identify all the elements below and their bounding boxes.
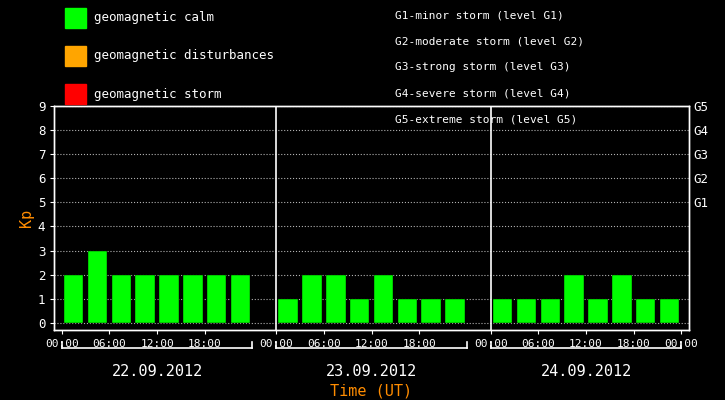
Bar: [231, 275, 250, 323]
Bar: [541, 299, 560, 323]
Bar: [64, 275, 83, 323]
Text: G3-strong storm (level G3): G3-strong storm (level G3): [395, 62, 571, 72]
Bar: [564, 275, 584, 323]
Text: Time (UT): Time (UT): [331, 383, 413, 398]
Y-axis label: Kp: Kp: [19, 209, 33, 227]
Bar: [350, 299, 370, 323]
Text: geomagnetic disturbances: geomagnetic disturbances: [94, 50, 274, 62]
Text: geomagnetic storm: geomagnetic storm: [94, 88, 222, 100]
Text: G5-extreme storm (level G5): G5-extreme storm (level G5): [395, 114, 577, 124]
Text: 24.09.2012: 24.09.2012: [540, 364, 631, 379]
Bar: [660, 299, 679, 323]
Text: geomagnetic calm: geomagnetic calm: [94, 12, 215, 24]
Bar: [112, 275, 131, 323]
Bar: [278, 299, 298, 323]
Bar: [517, 299, 536, 323]
Bar: [612, 275, 631, 323]
Text: G1-minor storm (level G1): G1-minor storm (level G1): [395, 10, 564, 20]
Bar: [588, 299, 608, 323]
Bar: [326, 275, 346, 323]
Bar: [421, 299, 441, 323]
Bar: [302, 275, 322, 323]
Text: G4-severe storm (level G4): G4-severe storm (level G4): [395, 88, 571, 98]
Bar: [445, 299, 465, 323]
Text: G2-moderate storm (level G2): G2-moderate storm (level G2): [395, 36, 584, 46]
Bar: [493, 299, 513, 323]
Bar: [183, 275, 202, 323]
Bar: [373, 275, 393, 323]
Bar: [160, 275, 179, 323]
Bar: [88, 250, 107, 323]
Bar: [397, 299, 417, 323]
Bar: [636, 299, 655, 323]
Text: 23.09.2012: 23.09.2012: [326, 364, 417, 379]
Bar: [207, 275, 226, 323]
Bar: [136, 275, 155, 323]
Text: 22.09.2012: 22.09.2012: [112, 364, 203, 379]
